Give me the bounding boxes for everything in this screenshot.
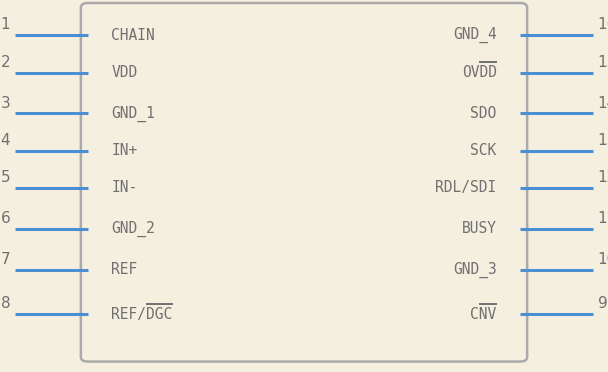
Text: 11: 11 xyxy=(598,211,608,226)
Text: VDD: VDD xyxy=(111,65,137,80)
Text: 5: 5 xyxy=(1,170,10,185)
Text: RDL/SDI: RDL/SDI xyxy=(435,180,497,195)
Text: GND_2: GND_2 xyxy=(111,221,155,237)
Text: SCK: SCK xyxy=(471,143,497,158)
Text: 4: 4 xyxy=(1,133,10,148)
Text: 15: 15 xyxy=(598,55,608,70)
Text: 12: 12 xyxy=(598,170,608,185)
Text: CHAIN: CHAIN xyxy=(111,28,155,43)
Text: 3: 3 xyxy=(1,96,10,110)
Text: GND_3: GND_3 xyxy=(453,262,497,278)
Text: 8: 8 xyxy=(1,296,10,311)
Text: REF/DGC: REF/DGC xyxy=(111,307,173,322)
Text: 6: 6 xyxy=(1,211,10,226)
Text: 2: 2 xyxy=(1,55,10,70)
Text: 1: 1 xyxy=(1,17,10,32)
Text: IN+: IN+ xyxy=(111,143,137,158)
Text: SDO: SDO xyxy=(471,106,497,121)
Text: 9: 9 xyxy=(598,296,607,311)
FancyBboxPatch shape xyxy=(81,3,527,362)
Text: BUSY: BUSY xyxy=(461,221,497,236)
Text: GND_1: GND_1 xyxy=(111,105,155,122)
Text: GND_4: GND_4 xyxy=(453,27,497,44)
Text: 7: 7 xyxy=(1,252,10,267)
Text: 16: 16 xyxy=(598,17,608,32)
Text: 13: 13 xyxy=(598,133,608,148)
Text: 10: 10 xyxy=(598,252,608,267)
Text: 14: 14 xyxy=(598,96,608,110)
Text: REF: REF xyxy=(111,262,137,277)
Text: IN-: IN- xyxy=(111,180,137,195)
Text: OVDD: OVDD xyxy=(461,65,497,80)
Text: CNV: CNV xyxy=(471,307,497,322)
